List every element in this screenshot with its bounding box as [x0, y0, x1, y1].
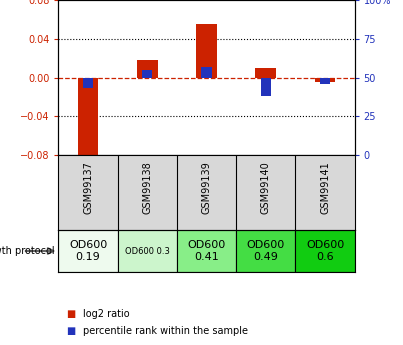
Text: percentile rank within the sample: percentile rank within the sample [83, 326, 247, 336]
Bar [177, 230, 236, 272]
Text: GSM99139: GSM99139 [202, 161, 212, 214]
Text: GSM99138: GSM99138 [142, 161, 152, 214]
Text: growth protocol: growth protocol [0, 246, 54, 256]
Bar [236, 230, 295, 272]
Text: OD600
0.19: OD600 0.19 [69, 240, 107, 262]
Text: OD600
0.49: OD600 0.49 [247, 240, 285, 262]
Bar [320, 78, 330, 84]
Bar [315, 78, 335, 82]
Bar [256, 68, 276, 78]
Text: OD600
0.41: OD600 0.41 [187, 240, 226, 262]
Bar [83, 78, 93, 88]
Bar [142, 70, 152, 78]
Text: OD600
0.6: OD600 0.6 [306, 240, 344, 262]
Bar [196, 24, 217, 78]
Text: ■: ■ [66, 309, 76, 319]
Bar [137, 60, 158, 78]
Text: GSM99141: GSM99141 [320, 161, 330, 214]
Text: ■: ■ [66, 326, 76, 336]
Bar [118, 230, 177, 272]
Text: log2 ratio: log2 ratio [83, 309, 129, 319]
Bar [58, 230, 118, 272]
Bar [202, 67, 212, 78]
Bar [261, 78, 271, 96]
Text: GSM99140: GSM99140 [261, 161, 271, 214]
Bar [295, 230, 355, 272]
Text: GSM99137: GSM99137 [83, 161, 93, 214]
Text: OD600 0.3: OD600 0.3 [125, 246, 170, 256]
Bar [78, 78, 98, 160]
